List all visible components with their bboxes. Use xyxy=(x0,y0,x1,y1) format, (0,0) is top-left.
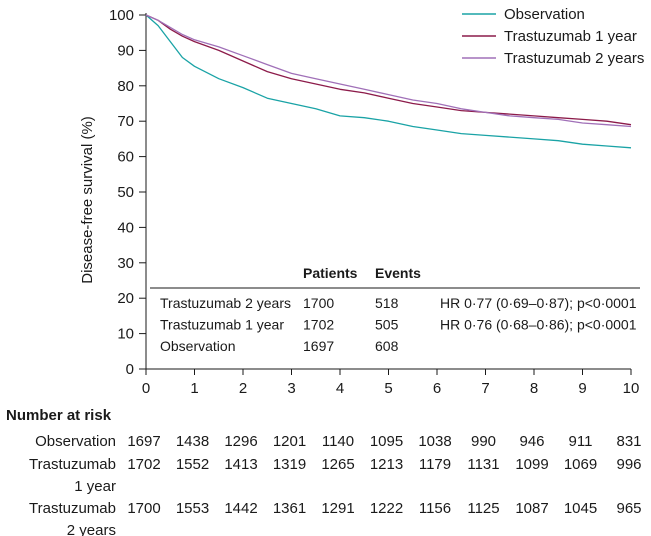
risk-count: 1087 xyxy=(515,500,548,517)
risk-row-label: Trastuzumab xyxy=(29,456,116,473)
y-tick-label: 10 xyxy=(117,326,134,343)
series-line-1 xyxy=(145,14,632,126)
inset-header: Events xyxy=(375,265,421,281)
y-tick-label: 100 xyxy=(109,7,134,24)
y-tick-label: 70 xyxy=(117,113,134,130)
risk-row-label: Observation xyxy=(35,433,116,450)
risk-count: 1045 xyxy=(564,500,597,517)
x-tick-label: 0 xyxy=(142,380,150,397)
series-line-2 xyxy=(145,14,632,128)
risk-count: 1296 xyxy=(224,433,257,450)
risk-count: 1552 xyxy=(176,456,209,473)
risk-count: 1179 xyxy=(419,456,451,473)
inset-cell: HR 0·77 (0·69–0·87); p<0·0001 xyxy=(440,295,637,311)
legend-label: Observation xyxy=(504,6,585,23)
inset-cell: Observation xyxy=(160,338,235,354)
risk-count: 965 xyxy=(616,500,641,517)
risk-count: 1125 xyxy=(467,500,499,517)
inset-cell: 1697 xyxy=(303,338,334,354)
risk-count: 831 xyxy=(616,433,641,450)
risk-count: 1291 xyxy=(321,500,354,517)
x-tick-label: 9 xyxy=(578,380,586,397)
risk-count: 1702 xyxy=(127,456,160,473)
inset-cell: 608 xyxy=(375,338,399,354)
risk-count: 1038 xyxy=(418,433,451,450)
legend-label: Trastuzumab 1 year xyxy=(504,28,637,45)
risk-row-label: 1 year xyxy=(74,478,116,495)
x-tick-label: 6 xyxy=(433,380,441,397)
series-line-0 xyxy=(145,14,632,149)
risk-count: 1140 xyxy=(322,433,354,450)
inset-cell: Trastuzumab 1 year xyxy=(160,317,284,333)
x-tick-label: 4 xyxy=(336,380,344,397)
y-tick-label: 20 xyxy=(117,290,134,307)
inset-cell: 1700 xyxy=(303,295,334,311)
x-tick-label: 2 xyxy=(239,380,247,397)
inset-header: Patients xyxy=(303,265,358,281)
legend-label: Trastuzumab 2 years xyxy=(504,50,644,67)
y-tick-label: 80 xyxy=(117,78,134,95)
inset-cell: 505 xyxy=(375,317,399,333)
y-tick-label: 60 xyxy=(117,149,134,166)
risk-count: 946 xyxy=(519,433,544,450)
risk-table-title: Number at risk xyxy=(6,407,112,424)
x-tick-label: 8 xyxy=(530,380,538,397)
y-tick-label: 30 xyxy=(117,255,134,272)
risk-count: 990 xyxy=(471,433,496,450)
y-tick-label: 0 xyxy=(126,361,134,378)
risk-count: 1442 xyxy=(224,500,257,517)
risk-row-label: 2 years xyxy=(67,522,116,536)
x-tick-label: 1 xyxy=(190,380,198,397)
risk-count: 911 xyxy=(569,433,593,450)
risk-count: 1553 xyxy=(176,500,209,517)
risk-count: 1413 xyxy=(224,456,257,473)
risk-count: 1361 xyxy=(273,500,306,517)
risk-count: 1222 xyxy=(370,500,403,517)
risk-count: 1213 xyxy=(370,456,403,473)
inset-cell: HR 0·76 (0·68–0·86); p<0·0001 xyxy=(440,317,637,333)
risk-count: 1700 xyxy=(127,500,160,517)
risk-count: 1438 xyxy=(176,433,209,450)
risk-count: 1095 xyxy=(370,433,403,450)
risk-count: 1069 xyxy=(564,456,597,473)
inset-cell: 518 xyxy=(375,295,399,311)
x-tick-label: 10 xyxy=(623,380,640,397)
x-tick-label: 7 xyxy=(481,380,489,397)
risk-count: 1131 xyxy=(467,456,499,473)
risk-count: 1099 xyxy=(515,456,548,473)
y-tick-label: 90 xyxy=(117,42,134,59)
risk-count: 1156 xyxy=(419,500,451,517)
x-tick-label: 3 xyxy=(287,380,295,397)
y-tick-label: 50 xyxy=(117,184,134,201)
inset-cell: 1702 xyxy=(303,317,334,333)
risk-count: 1319 xyxy=(273,456,306,473)
inset-cell: Trastuzumab 2 years xyxy=(160,295,291,311)
risk-count: 1265 xyxy=(321,456,354,473)
x-tick-label: 5 xyxy=(384,380,392,397)
risk-count: 1697 xyxy=(127,433,160,450)
y-tick-label: 40 xyxy=(117,219,134,236)
y-axis-label: Disease-free survival (%) xyxy=(79,116,96,284)
risk-row-label: Trastuzumab xyxy=(29,500,116,517)
risk-count: 996 xyxy=(616,456,641,473)
risk-count: 1201 xyxy=(273,433,306,450)
